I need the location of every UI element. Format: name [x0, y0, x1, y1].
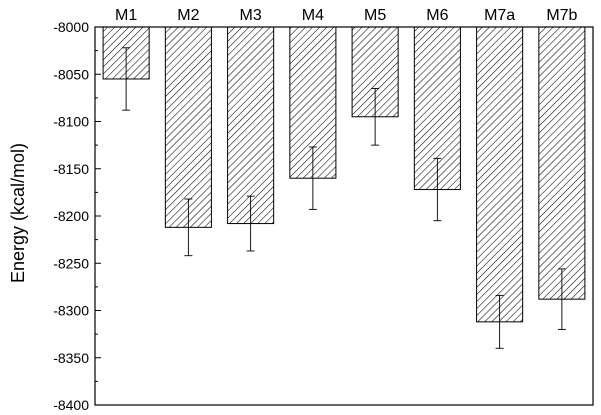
category-label-m7b: M7b: [546, 7, 577, 24]
y-tick-label: -8200: [53, 208, 89, 224]
bar-m7a: [476, 26, 524, 323]
category-label-m4: M4: [302, 7, 324, 24]
error-bar-m1: [122, 47, 131, 111]
y-tick-label: -8250: [53, 255, 89, 271]
error-bar-m7b: [557, 268, 566, 330]
y-tick-label: -8000: [53, 19, 89, 35]
error-bar-m7a: [495, 294, 504, 349]
y-axis-title: Energy (kcal/mol): [8, 143, 28, 283]
category-label-m6: M6: [426, 7, 448, 24]
y-tick-label: -8350: [53, 350, 89, 366]
bars-layer: [102, 26, 586, 323]
bar-m2: [164, 26, 212, 228]
error-bar-m6: [433, 157, 442, 222]
y-tick-label: -8300: [53, 303, 89, 319]
error-bar-m2: [184, 198, 193, 257]
category-label-m5: M5: [364, 7, 386, 24]
y-tick-label: -8400: [53, 397, 89, 413]
error-bar-m3: [246, 195, 255, 252]
category-label-m2: M2: [177, 7, 199, 24]
axes-layer: [94, 26, 594, 406]
labels-layer: M1 M2 M3 M4 M5 M6 M7a M7b -8000 -8050 -8100 -8150 -8…: [53, 7, 577, 413]
error-bars-layer: [122, 47, 566, 349]
bar-m7b: [538, 26, 586, 300]
error-bar-m5: [371, 87, 380, 146]
y-tick-label: -8150: [53, 161, 89, 177]
y-tick-label: -8100: [53, 114, 89, 130]
category-label-m7a: M7a: [484, 7, 515, 24]
category-label-m3: M3: [240, 7, 262, 24]
category-label-m1: M1: [115, 7, 137, 24]
error-bar-m4: [308, 146, 317, 210]
bar-m3: [227, 26, 275, 225]
y-tick-label: -8050: [53, 66, 89, 82]
